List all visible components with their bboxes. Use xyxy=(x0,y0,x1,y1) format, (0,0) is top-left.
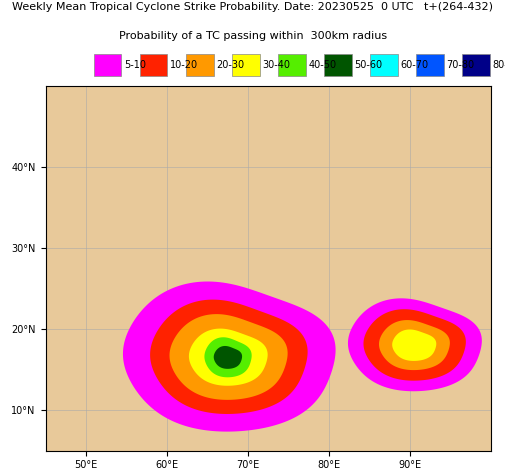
FancyBboxPatch shape xyxy=(277,54,305,76)
Text: 40-50: 40-50 xyxy=(308,60,336,70)
Text: Probability of a TC passing within  300km radius: Probability of a TC passing within 300km… xyxy=(119,31,386,41)
FancyBboxPatch shape xyxy=(323,54,351,76)
Text: 80-90: 80-90 xyxy=(491,60,505,70)
Text: 70-80: 70-80 xyxy=(445,60,474,70)
FancyBboxPatch shape xyxy=(461,54,489,76)
Polygon shape xyxy=(150,300,307,414)
Polygon shape xyxy=(169,314,287,400)
FancyBboxPatch shape xyxy=(369,54,397,76)
FancyBboxPatch shape xyxy=(185,54,213,76)
Text: 50-60: 50-60 xyxy=(354,60,382,70)
Text: 30-40: 30-40 xyxy=(262,60,289,70)
Polygon shape xyxy=(363,309,465,381)
Polygon shape xyxy=(188,329,267,386)
Text: 20-30: 20-30 xyxy=(216,60,244,70)
Polygon shape xyxy=(391,330,435,361)
Polygon shape xyxy=(378,320,449,370)
Text: 10-20: 10-20 xyxy=(170,60,198,70)
Polygon shape xyxy=(123,281,335,431)
Polygon shape xyxy=(213,346,241,369)
FancyBboxPatch shape xyxy=(93,54,121,76)
Text: 60-70: 60-70 xyxy=(399,60,428,70)
Text: 5-10: 5-10 xyxy=(124,60,145,70)
FancyBboxPatch shape xyxy=(415,54,443,76)
Polygon shape xyxy=(204,337,251,377)
FancyBboxPatch shape xyxy=(139,54,167,76)
FancyBboxPatch shape xyxy=(231,54,259,76)
Polygon shape xyxy=(347,298,481,391)
Text: Weekly Mean Tropical Cyclone Strike Probability. Date: 20230525  0 UTC   t+(264-: Weekly Mean Tropical Cyclone Strike Prob… xyxy=(13,2,492,12)
